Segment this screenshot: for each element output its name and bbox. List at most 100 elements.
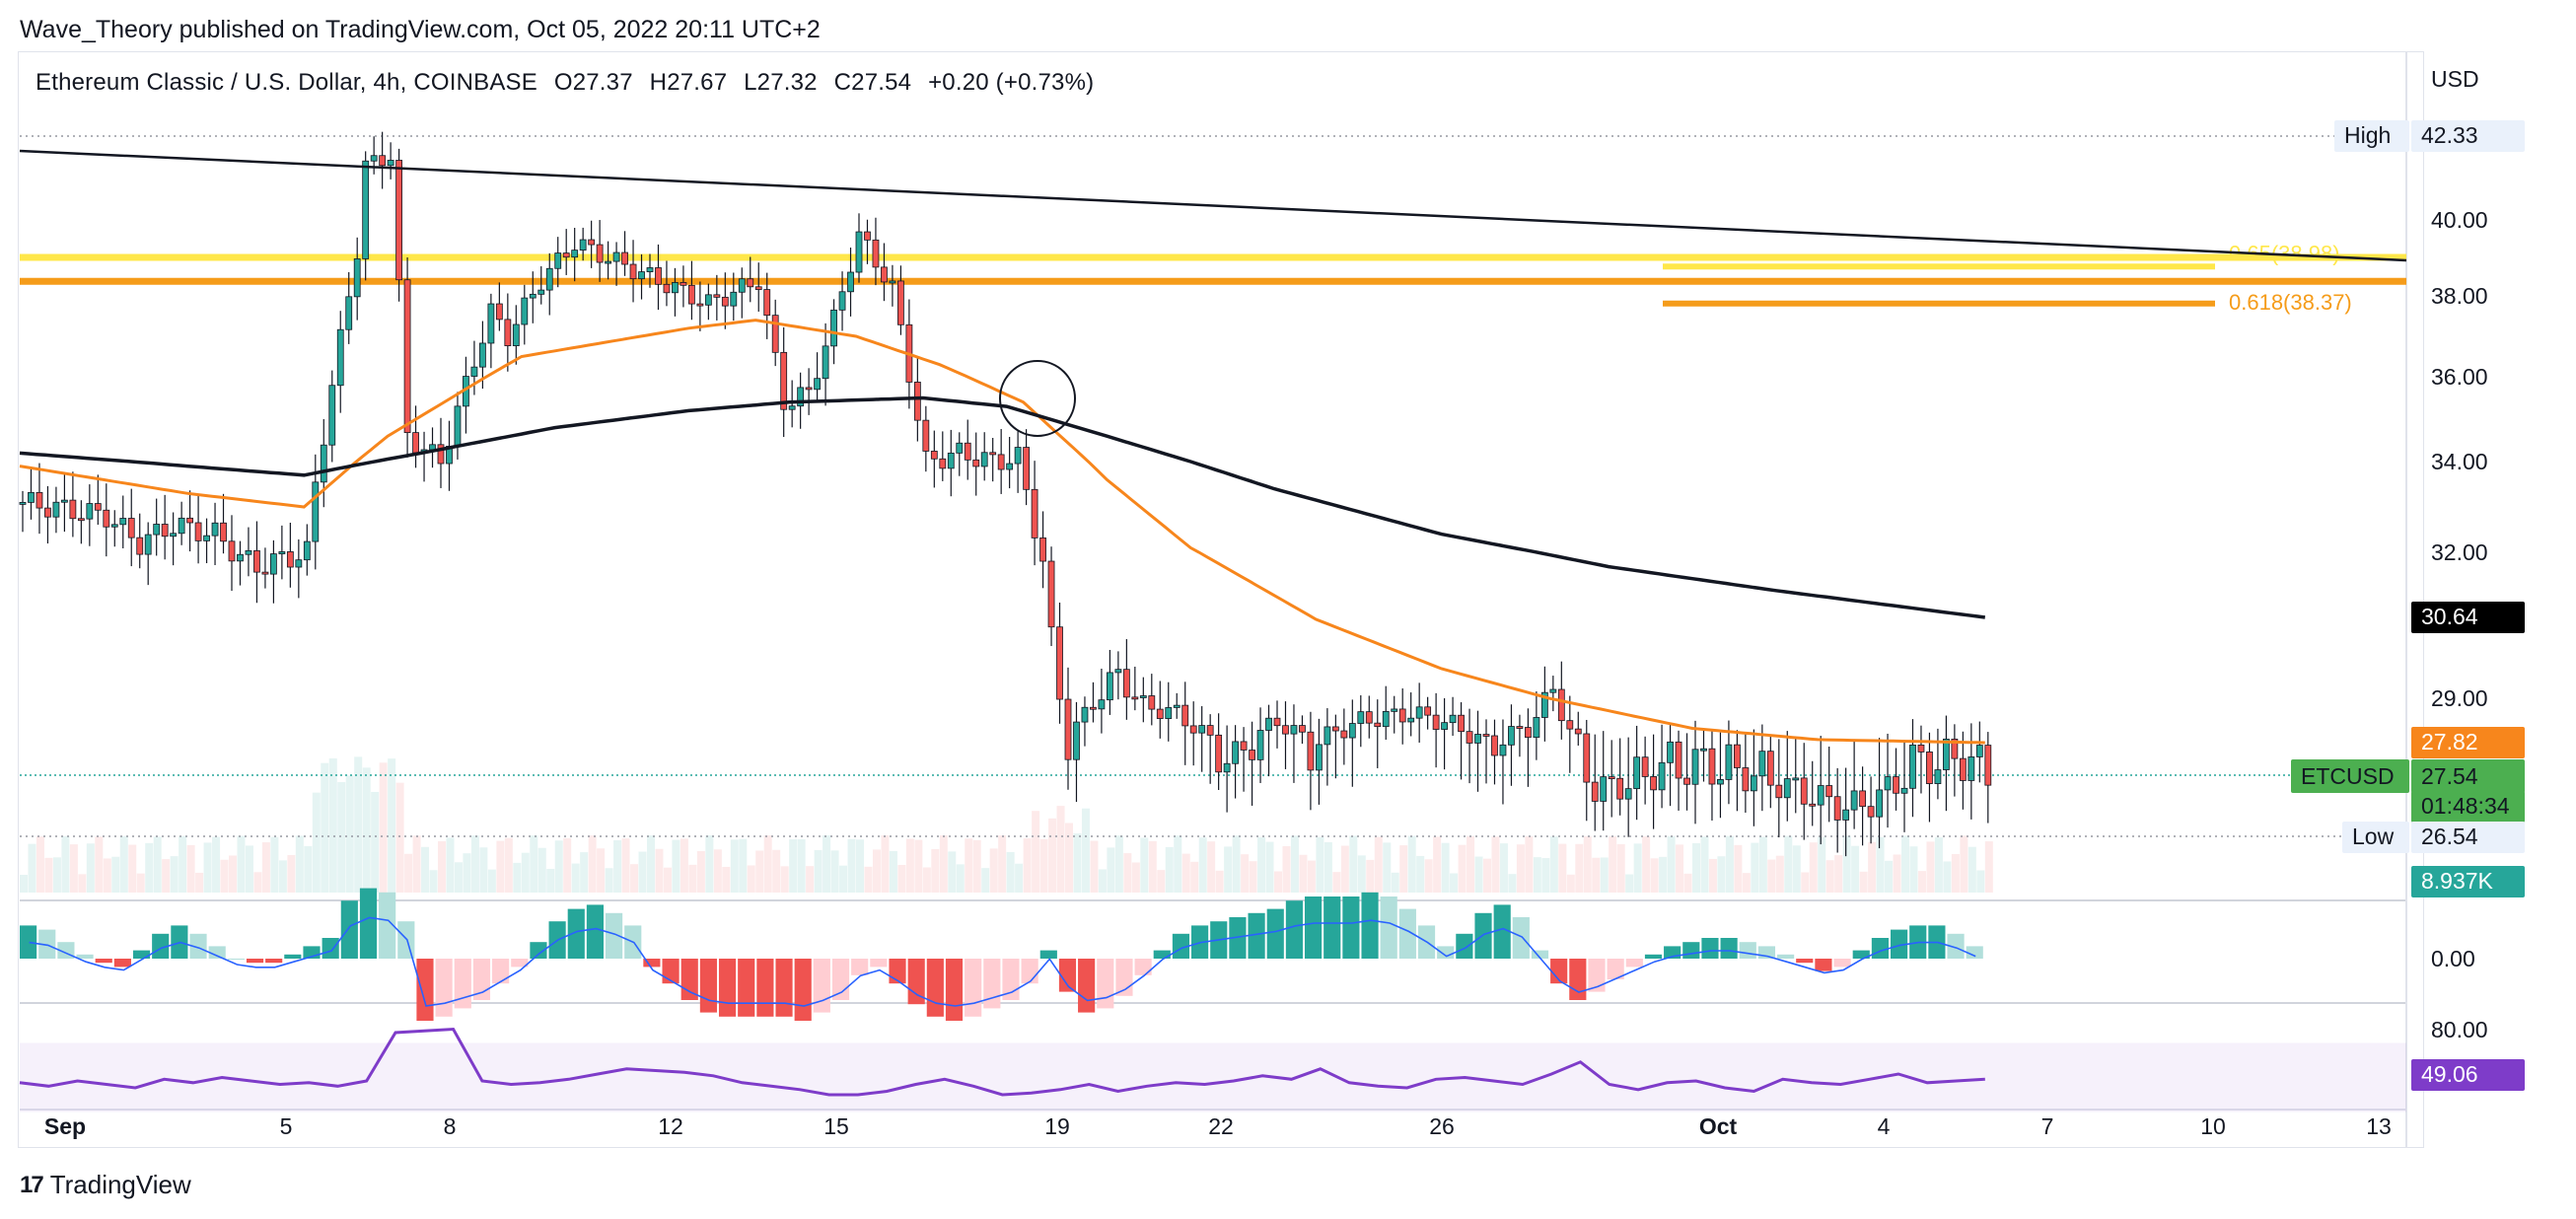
macd-bar: [1512, 917, 1530, 959]
tradingview-logo-text: TradingView: [49, 1170, 191, 1199]
volume-bar: [36, 836, 44, 893]
candle: [554, 252, 562, 269]
candle: [28, 491, 35, 503]
candle: [704, 294, 712, 306]
volume-bar: [454, 862, 463, 893]
volume-bar: [1165, 846, 1174, 893]
volume-bar: [1893, 854, 1901, 893]
volume-bar: [304, 845, 313, 893]
candle: [1189, 725, 1197, 734]
volume-bar: [931, 848, 940, 893]
currency-label: USD: [2431, 66, 2479, 92]
time-tick-label: 8: [444, 1113, 457, 1139]
volume-bar: [563, 837, 572, 893]
candle: [1107, 672, 1113, 701]
candle: [86, 503, 94, 520]
volume-bar: [621, 838, 630, 893]
time-tick-label: 19: [1044, 1113, 1070, 1139]
volume-bar: [1583, 836, 1592, 893]
macd-bar: [1796, 959, 1814, 964]
volume-bar: [1876, 836, 1885, 893]
volume-bar: [965, 838, 973, 893]
candle: [980, 452, 988, 467]
rsi-value-label: 49.06: [2421, 1061, 2478, 1087]
volume-bar: [86, 843, 95, 893]
volume-bar: [1114, 835, 1123, 893]
macd-bar: [530, 942, 547, 959]
volume-bar: [1734, 844, 1743, 893]
volume-bar: [1006, 851, 1015, 893]
ema-line: [19, 319, 1985, 745]
macd-bar: [831, 959, 850, 1000]
volume-bar: [1525, 835, 1534, 893]
volume-bar: [1407, 835, 1416, 893]
volume-bar: [295, 835, 304, 893]
volume-bar: [1676, 844, 1684, 893]
volume-bar: [362, 767, 371, 893]
volume-bar: [1424, 859, 1433, 893]
volume-bar: [554, 840, 563, 893]
volume-bar: [1299, 854, 1308, 893]
candle: [1181, 704, 1189, 727]
candle: [153, 524, 161, 536]
volume-bar: [613, 839, 622, 893]
macd-bar: [1153, 950, 1171, 959]
low-tag-box: [2342, 822, 2409, 853]
volume-bar: [1416, 855, 1425, 893]
chart-frame[interactable]: [18, 51, 2424, 1148]
candle: [930, 451, 938, 460]
candle: [1750, 775, 1757, 792]
candle: [889, 280, 896, 284]
volume-bar: [1834, 855, 1843, 893]
candle: [1600, 776, 1608, 802]
price-tick-label: 34.00: [2431, 449, 2488, 474]
volume-bar: [1575, 843, 1584, 893]
macd-bar: [1266, 908, 1284, 959]
macd-bar: [983, 959, 1001, 1009]
volume-bar: [28, 843, 36, 893]
macd-bar: [1493, 904, 1511, 959]
volume-bar: [897, 865, 906, 893]
volume-bar: [1198, 837, 1207, 893]
candle: [1725, 744, 1733, 780]
candle: [1859, 790, 1866, 808]
volume-bar: [1659, 856, 1668, 893]
low-value-box: [2411, 822, 2525, 853]
volume-bar: [1483, 858, 1491, 893]
candle: [186, 517, 194, 524]
candle: [1850, 790, 1858, 811]
candle: [320, 444, 327, 483]
volume-bar: [1984, 841, 1993, 893]
candle: [1650, 776, 1657, 791]
symbol-title[interactable]: Ethereum Classic / U.S. Dollar, 4h, COIN…: [36, 69, 537, 96]
candle: [713, 294, 721, 298]
candle: [161, 524, 169, 538]
macd-bar: [38, 929, 56, 959]
tradingview-logo[interactable]: 17 TradingView: [20, 1170, 191, 1200]
volume-bar: [179, 835, 187, 893]
candle: [478, 342, 486, 368]
candle: [655, 267, 662, 285]
volume-bar: [722, 866, 731, 893]
volume-bar: [44, 857, 53, 893]
candle: [1708, 748, 1716, 785]
macd-bar: [1815, 959, 1832, 971]
candle: [328, 385, 336, 446]
candle: [881, 266, 888, 283]
candle: [1516, 726, 1524, 729]
candle: [454, 405, 462, 447]
candle: [545, 267, 553, 291]
candle: [1282, 725, 1289, 735]
macd-bar: [1039, 950, 1057, 959]
volume-bar: [780, 866, 789, 893]
volume-bar: [1433, 836, 1442, 893]
candle: [1876, 789, 1883, 818]
high-tag: High: [2344, 122, 2391, 148]
candle: [989, 452, 997, 456]
volume-bar: [713, 849, 722, 893]
macd-bar: [1097, 959, 1114, 1009]
candle: [512, 323, 520, 346]
volume-bar: [672, 839, 680, 893]
volume-bar: [287, 854, 296, 893]
